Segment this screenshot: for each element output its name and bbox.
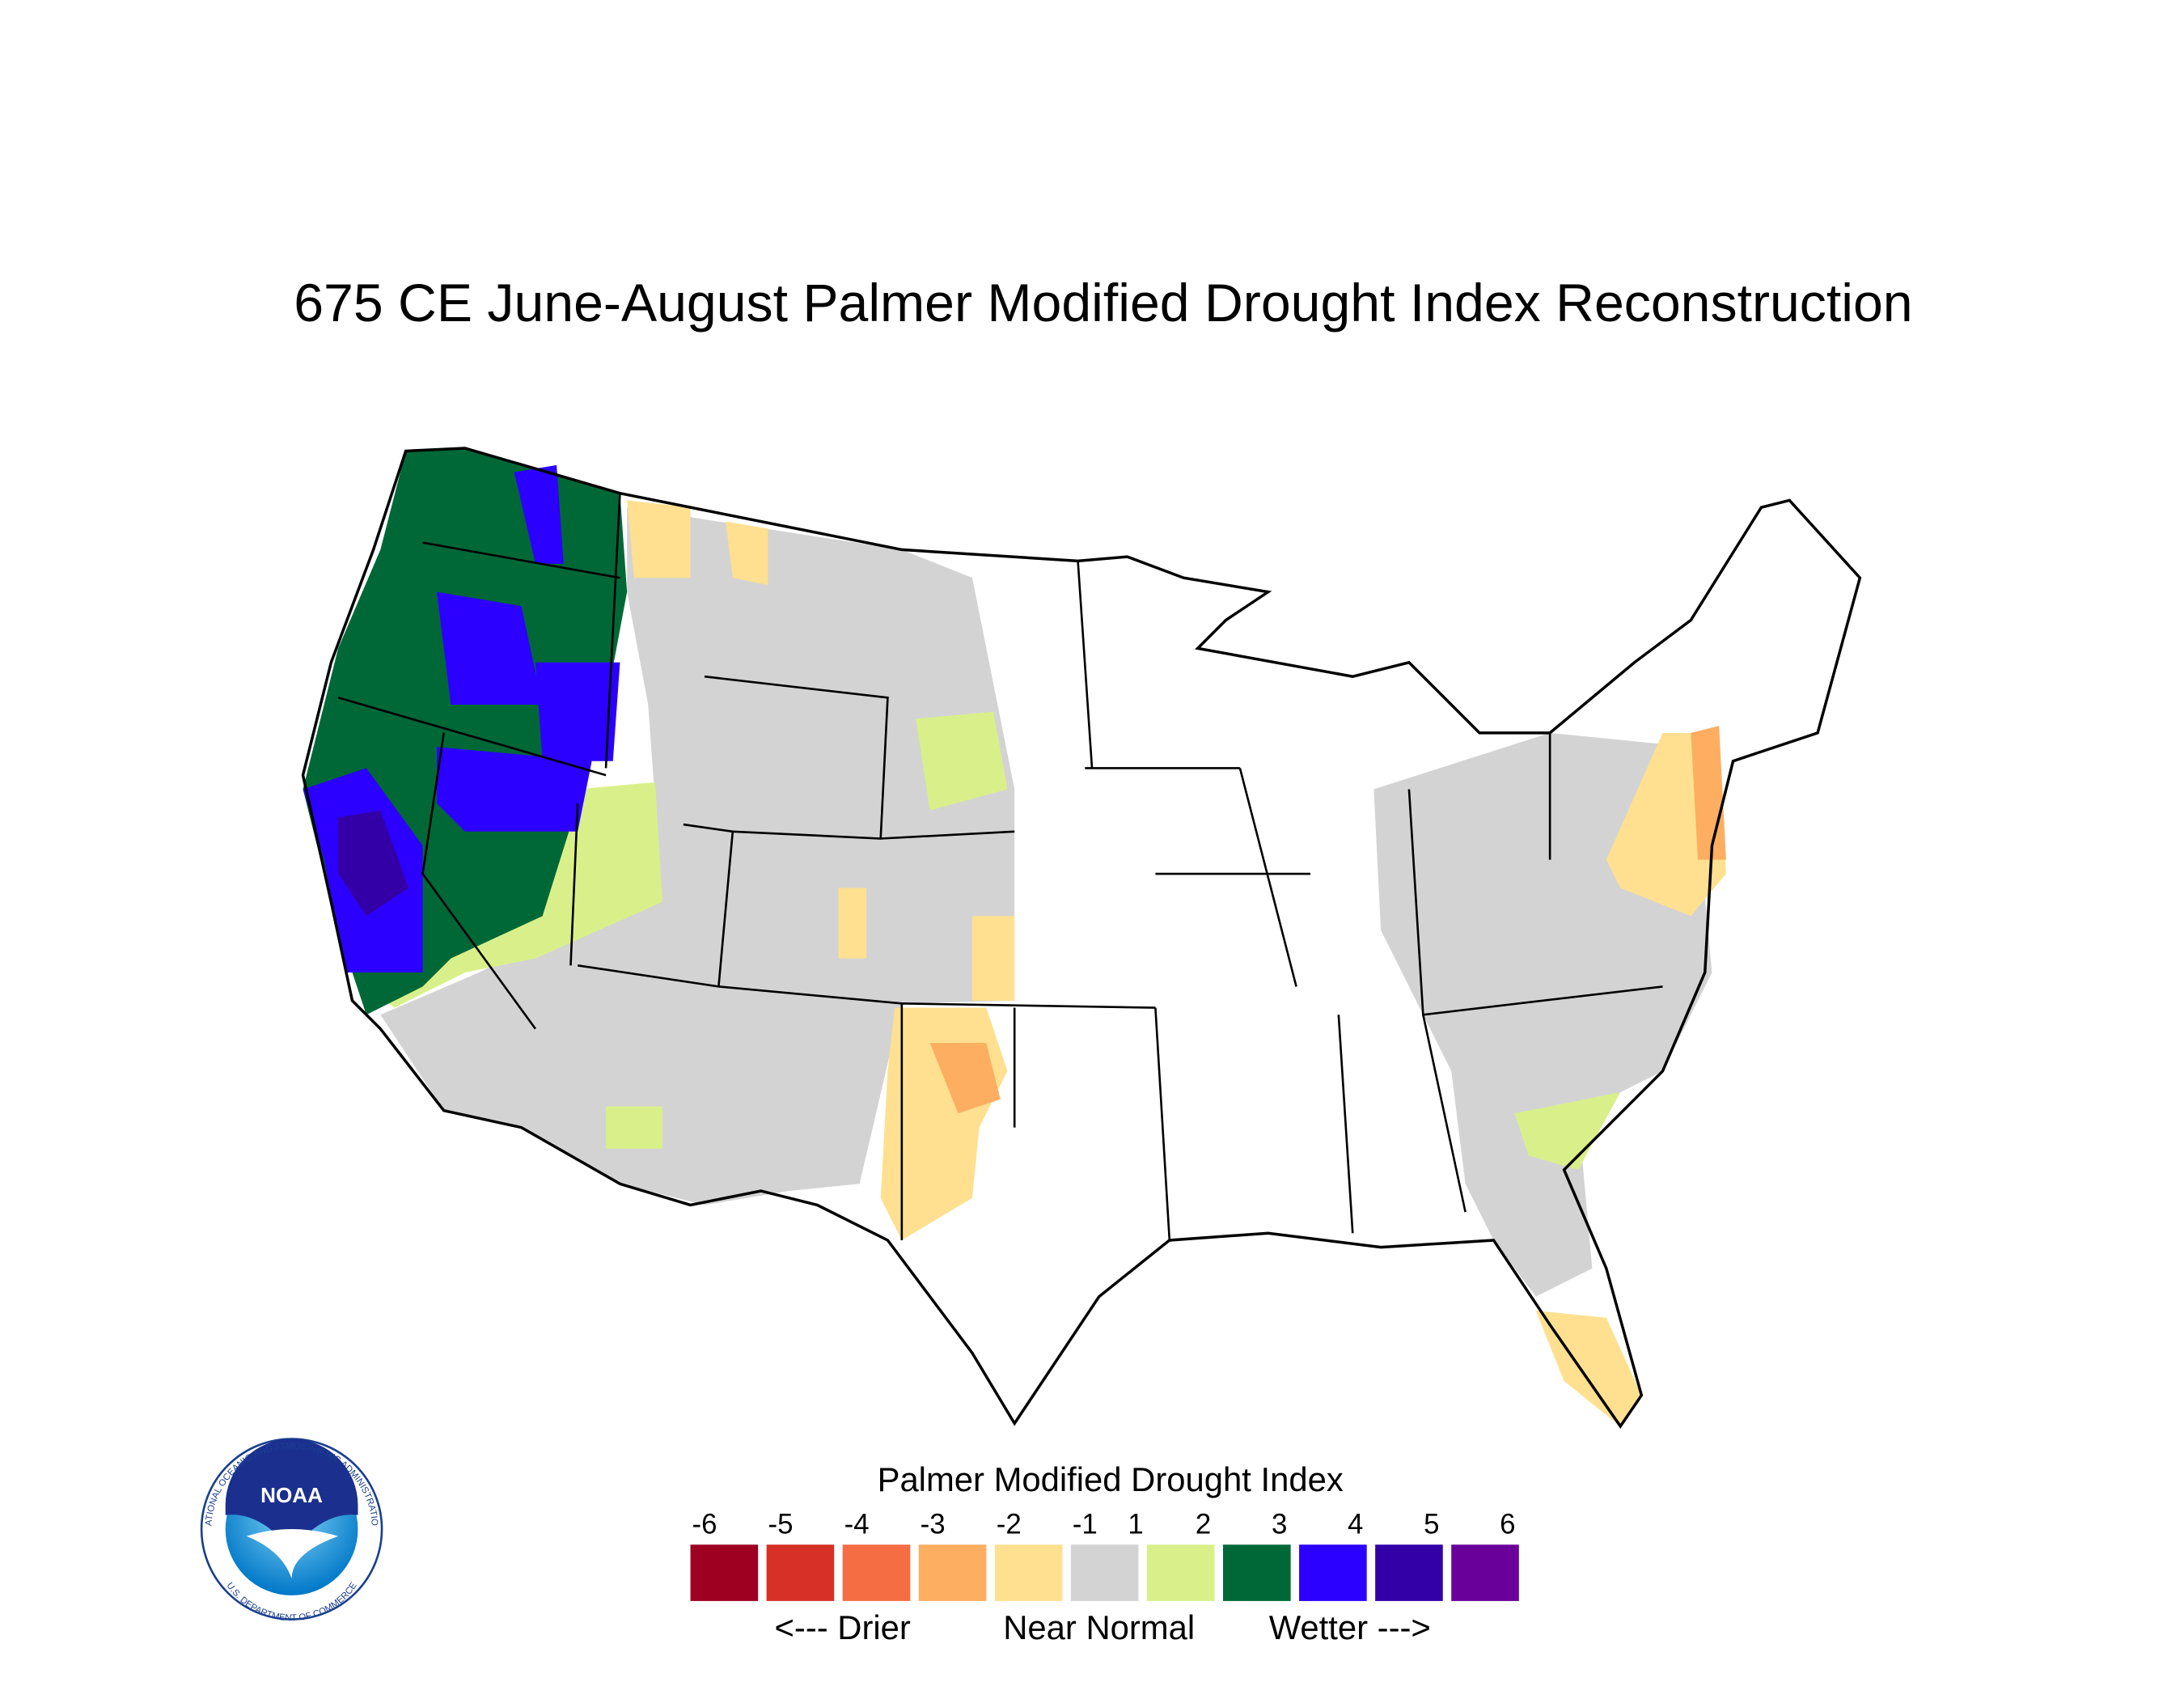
us-outline [301, 447, 1862, 1429]
logo-band [225, 1485, 358, 1551]
legend-title: Palmer Modified Drought Index [878, 1460, 1344, 1498]
legend-label: -1 [1073, 1508, 1098, 1540]
legend-label: 4 [1348, 1508, 1363, 1540]
legend-annotation: <--- Drier [775, 1608, 911, 1646]
legend-swatch [1146, 1544, 1215, 1601]
drought-region [514, 464, 564, 564]
drought-region [606, 1106, 662, 1149]
legend-label: -3 [921, 1508, 946, 1540]
drought-region [838, 888, 867, 959]
legend-label: -2 [997, 1508, 1022, 1540]
drought-region [929, 1043, 1001, 1114]
legend-label: 1 [1128, 1508, 1143, 1540]
legend-swatch [1299, 1544, 1367, 1601]
legend-swatch [994, 1544, 1063, 1601]
logo-top [225, 1438, 358, 1506]
legend-annotation: Wetter ---> [1269, 1608, 1431, 1646]
logo-text: NOAA [260, 1483, 323, 1507]
legend-swatch [1451, 1544, 1519, 1601]
map-regions [303, 447, 1726, 1426]
legend-swatch [842, 1544, 911, 1601]
drought-region [726, 521, 768, 585]
legend-label: 2 [1196, 1508, 1211, 1540]
legend-swatch [766, 1544, 835, 1601]
legend-label: -5 [768, 1508, 794, 1540]
state-borders [337, 493, 1663, 1241]
logo-bird [246, 1529, 339, 1579]
drought-region [916, 711, 1008, 811]
drought-region [535, 662, 620, 761]
legend-label: 3 [1272, 1508, 1287, 1540]
drought-region [1535, 1311, 1642, 1426]
legend-swatch [690, 1544, 759, 1601]
map-title: 675 CE June-August Palmer Modified Droug… [294, 273, 1912, 333]
drought-region [437, 747, 592, 832]
legend: Palmer Modified Drought Index -6 -5 -4 -3 -2… [690, 1460, 1519, 1646]
drought-region [437, 591, 543, 705]
legend-swatch [1223, 1544, 1291, 1601]
drought-region [880, 1007, 1008, 1240]
drought-region [338, 810, 409, 917]
legend-swatch [918, 1544, 987, 1601]
legend-label: 5 [1424, 1508, 1439, 1540]
legend-label: -6 [692, 1508, 717, 1540]
drought-region [380, 507, 1015, 1205]
drought-region [627, 500, 691, 578]
drought-region [1514, 1092, 1621, 1170]
drought-region [971, 916, 1015, 1001]
legend-label: 6 [1500, 1508, 1515, 1540]
legend-annotation: Near Normal [1003, 1608, 1195, 1646]
legend-swatch [1070, 1544, 1139, 1601]
legend-label: -4 [844, 1508, 870, 1540]
legend-swatch [1375, 1544, 1443, 1601]
